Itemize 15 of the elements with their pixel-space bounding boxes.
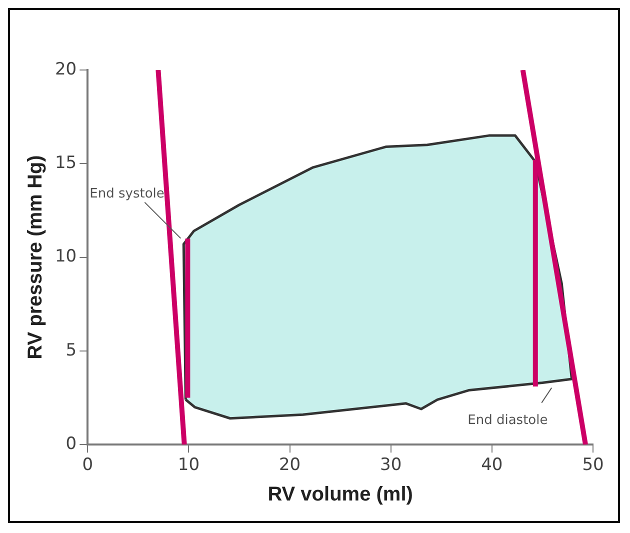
x-tick-label: 50 [582, 455, 604, 476]
y-tick-label: 5 [66, 340, 77, 360]
annotation: End systole [90, 186, 164, 202]
y-tick-label: 0 [66, 434, 77, 454]
x-tick-label: 20 [278, 455, 301, 476]
y-tick-label: 20 [54, 59, 77, 80]
annotation: End diastole [468, 413, 548, 428]
x-tick-label: 10 [178, 455, 200, 476]
y-axis-title: RV pressure (mm Hg) [24, 155, 47, 360]
x-tick-label: 0 [82, 455, 94, 476]
x-tick-label: 30 [380, 455, 402, 476]
y-tick-label: 10 [54, 246, 77, 267]
x-axis-title: RV volume (ml) [268, 484, 413, 506]
y-tick-label: 15 [54, 153, 77, 174]
x-tick-label: 40 [481, 455, 503, 476]
